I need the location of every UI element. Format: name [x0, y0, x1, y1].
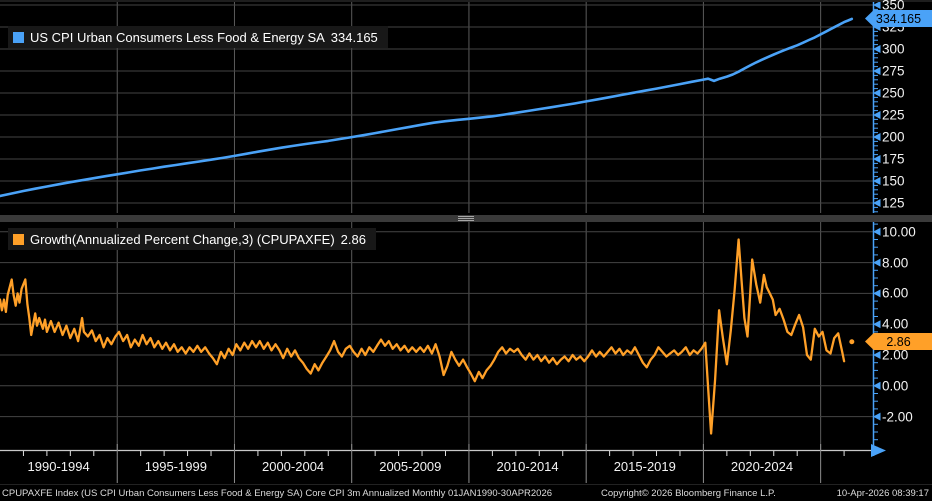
y-axis-tick-label-bottom: 2.00	[882, 347, 909, 363]
x-axis-period-label: 1990-1994	[27, 459, 90, 474]
y-axis-major-tick-arrow-icon	[873, 111, 881, 119]
divider-grip-icon[interactable]	[458, 216, 474, 221]
y-axis-tick-label-top: 225	[882, 107, 905, 123]
legend-cpi-value: 334.165	[330, 29, 378, 45]
footer-description: CPUPAXFE Index (US CPI Urban Consumers L…	[2, 488, 553, 499]
y-axis-tick-label-bottom: 0.00	[882, 378, 909, 394]
y-axis-major-tick-arrow-icon	[873, 177, 881, 185]
y-axis-major-tick-arrow-icon	[873, 381, 881, 390]
y-axis-tick-label-top: 350	[882, 0, 905, 13]
y-axis-major-tick-arrow-icon	[873, 289, 881, 298]
x-axis-period-label: 2000-2004	[261, 459, 325, 474]
legend-cpi-label: US CPI Urban Consumers Less Food & Energ…	[30, 29, 325, 45]
y-axis-tick-label-top: 150	[882, 173, 905, 189]
y-axis-tick-label-bottom: 10.00	[882, 224, 916, 240]
y-axis-major-tick-arrow-icon	[873, 320, 881, 329]
last-value-badge-growth: 2.86	[865, 333, 932, 350]
footer-bar: CPUPAXFE Index (US CPI Urban Consumers L…	[0, 484, 932, 501]
y-axis-major-tick-arrow-icon	[873, 89, 881, 97]
y-axis-major-tick-arrow-icon	[873, 258, 881, 267]
cpi-series-swatch-icon	[13, 31, 24, 43]
y-axis-tick-label-bottom: 8.00	[882, 255, 909, 271]
legend-growth[interactable]: Growth(Annualized Percent Change,3) (CPU…	[8, 228, 376, 250]
footer-copyright: Copyright© 2026 Bloomberg Finance L.P.	[601, 488, 776, 499]
y-axis-tick-label-top: 200	[882, 129, 905, 145]
legend-cpi-index[interactable]: US CPI Urban Consumers Less Food & Energ…	[8, 26, 388, 48]
panel-divider[interactable]	[0, 215, 932, 222]
y-axis-major-tick-arrow-icon	[873, 199, 881, 207]
y-axis-tick-label-bottom: 4.00	[882, 316, 909, 332]
y-axis-major-tick-arrow-icon	[873, 133, 881, 141]
x-axis-period-label: 2010-2014	[496, 459, 559, 474]
y-axis-tick-label-top: 250	[882, 85, 905, 101]
y-axis-major-tick-arrow-icon	[873, 412, 881, 421]
footer-timestamp: 10-Apr-2026 08:39:17	[836, 488, 929, 499]
legend-growth-label: Growth(Annualized Percent Change,3) (CPU…	[30, 231, 335, 247]
y-axis-major-tick-arrow-icon	[873, 67, 881, 75]
y-axis-tick-label-bottom: -2.00	[882, 409, 913, 425]
y-axis-tick-label-top: 125	[882, 195, 905, 211]
window-top-edge	[0, 0, 932, 2]
cpi-index-line[interactable]	[0, 17, 854, 198]
x-axis-period-label: 2020-2024	[730, 459, 794, 474]
y-axis-major-tick-arrow-icon	[873, 351, 881, 359]
y-axis-tick-label-top: 300	[882, 41, 905, 57]
y-axis-major-tick-arrow-icon	[873, 1, 881, 9]
y-axis-major-tick-arrow-icon	[873, 155, 881, 163]
x-axis-period-label: 1995-1999	[144, 459, 207, 474]
y-axis-major-tick-arrow-icon	[873, 45, 881, 53]
growth-line-last-point-marker	[849, 339, 855, 345]
y-axis-tick-label-bottom: 6.00	[882, 285, 909, 301]
x-axis-period-label: 2005-2009	[379, 459, 442, 474]
y-axis-tick-label-top: 275	[882, 63, 905, 79]
legend-growth-value: 2.86	[340, 231, 366, 247]
y-axis-major-tick-arrow-icon	[873, 227, 881, 236]
growth-line[interactable]	[0, 238, 846, 435]
x-axis-arrow-icon	[871, 444, 886, 457]
x-axis-period-label: 2015-2019	[613, 459, 676, 474]
growth-series-swatch-icon	[13, 233, 24, 245]
last-value-badge-cpi: 334.165	[865, 10, 932, 27]
y-axis-tick-label-top: 175	[882, 151, 905, 167]
